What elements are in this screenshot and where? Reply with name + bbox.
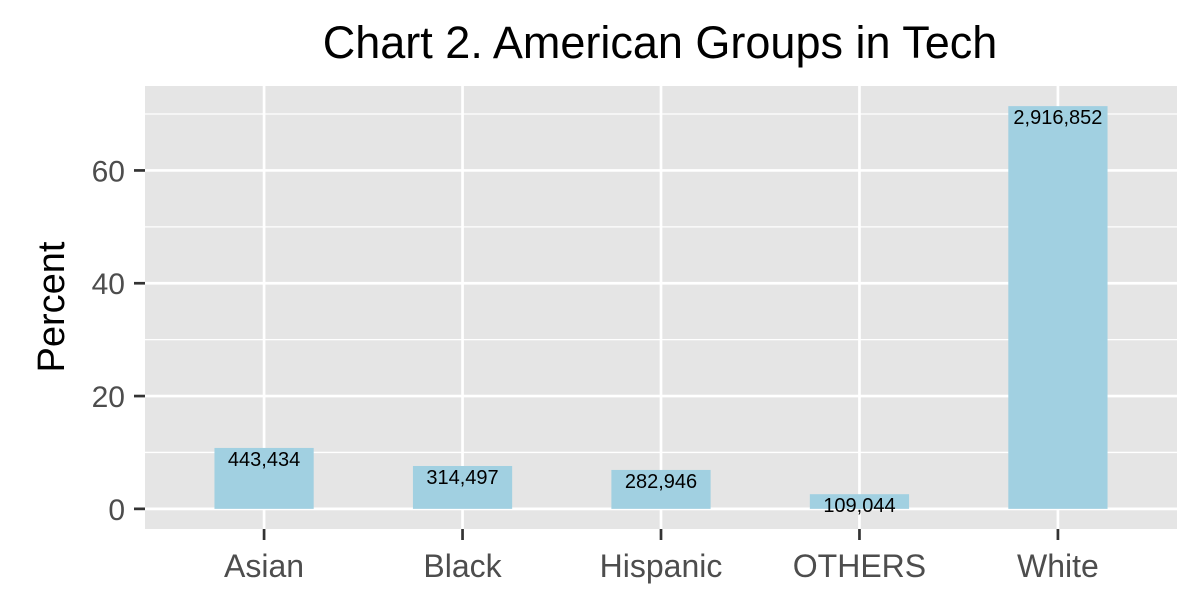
chart-title: Chart 2. American Groups in Tech [323, 17, 998, 68]
x-tick-label-hispanic: Hispanic [600, 548, 723, 584]
bars [214, 106, 1108, 509]
y-tick-label: 60 [92, 155, 125, 188]
bar-value-label: 282,946 [625, 471, 697, 493]
bar-value-label: 443,434 [228, 449, 300, 471]
y-tick-label: 0 [108, 494, 125, 527]
y-axis: 0 20 40 60 [92, 155, 145, 527]
bar-hispanic [611, 469, 711, 509]
x-tick-label-white: White [1017, 548, 1099, 584]
x-axis: Asian Black Hispanic OTHERS White [224, 529, 1099, 584]
x-tick-label-asian: Asian [224, 548, 304, 584]
bar-value-label: 314,497 [426, 467, 498, 489]
bar-black [412, 465, 513, 509]
y-tick-label: 20 [92, 381, 125, 414]
bar-asian [214, 447, 314, 509]
major-gridlines [145, 86, 1177, 529]
bar-white [1008, 106, 1108, 509]
x-tick-label-others: OTHERS [793, 548, 926, 584]
bar-value-label: 109,044 [823, 495, 895, 517]
bar-data-labels: 443,434 314,497 282,946 109,044 2,916,852 [228, 107, 1102, 517]
bar-others [809, 494, 910, 509]
x-tick-label-black: Black [423, 548, 502, 584]
bar-value-label: 2,916,852 [1013, 107, 1102, 129]
y-tick-label: 40 [92, 268, 125, 301]
y-axis-label: Percent [31, 241, 73, 372]
